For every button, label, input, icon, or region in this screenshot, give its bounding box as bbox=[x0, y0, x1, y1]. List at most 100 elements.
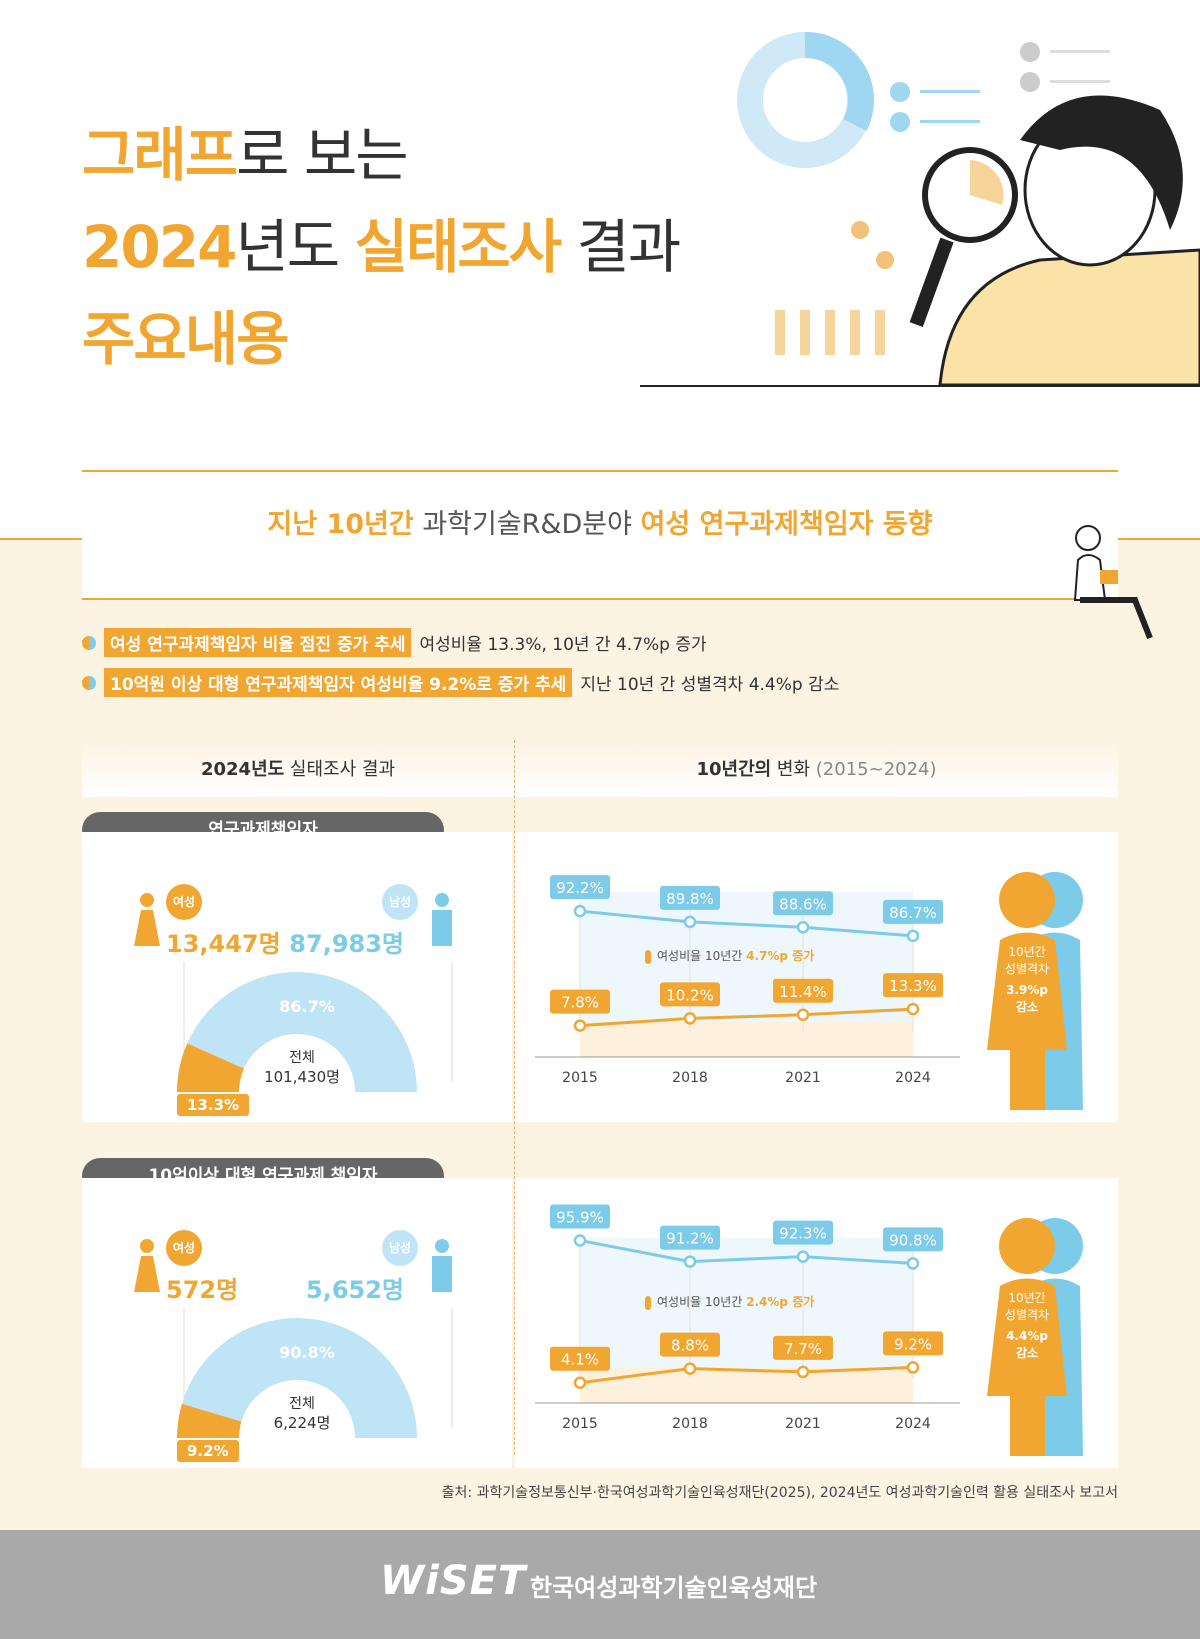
bullet-dot-icon bbox=[82, 635, 96, 650]
bullet-text: 지난 10년 간 성별격차 4.4%p 감소 bbox=[580, 675, 840, 695]
female-data-label-bg bbox=[883, 973, 943, 998]
female-person-icon bbox=[134, 893, 160, 946]
female-area bbox=[580, 1368, 913, 1403]
female-point bbox=[796, 1008, 810, 1022]
gender-gap-figure-icon bbox=[987, 872, 1083, 1110]
section-heading-box: 지난 10년간 과학기술R&D분야 여성 연구과제책임자 동향 bbox=[82, 470, 1118, 600]
male-point bbox=[573, 904, 587, 918]
male-badge: 남성 bbox=[382, 1230, 418, 1266]
male-data-label-bg bbox=[550, 875, 610, 900]
female-data-label: 10.2% bbox=[666, 986, 714, 1004]
trend-panel: 2015 2018 2021 2024 92.2% 89.8% 88.6% 86.7% 7.8%… bbox=[515, 832, 1118, 1122]
woman-laptop-icon bbox=[1073, 525, 1153, 640]
female-badge: 여성 bbox=[166, 884, 202, 920]
male-data-label: 90.8% bbox=[889, 1231, 937, 1249]
male-point bbox=[906, 929, 920, 943]
title-line-2: 2024년도 실태조사 결과 bbox=[82, 200, 681, 284]
male-point bbox=[683, 915, 697, 929]
section-heading: 지난 10년간 과학기술R&D분야 여성 연구과제책임자 동향 bbox=[82, 502, 1118, 541]
bar-decoration-icon bbox=[775, 310, 885, 355]
title-year: 2024 bbox=[82, 213, 237, 281]
total-label: 전체 bbox=[289, 1050, 315, 1066]
col-text: 실태조사 결과 bbox=[284, 759, 396, 780]
gender-ratio-panel: 여성 남성 13,447명 87,983명 86.7% 전체 101,430명 13.3% bbox=[82, 832, 512, 1122]
title-highlight: 실태조사 bbox=[354, 213, 562, 281]
female-person-icon bbox=[645, 1295, 651, 1310]
male-data-label-bg bbox=[550, 1204, 610, 1229]
x-tick-label: 2018 bbox=[672, 1070, 708, 1086]
wiset-logo: WiSET bbox=[380, 1558, 527, 1604]
gap-line4: 감소 bbox=[1015, 1346, 1039, 1360]
male-data-label: 89.8% bbox=[666, 890, 714, 908]
col-bold: 2024년도 bbox=[200, 759, 285, 780]
x-tick-label: 2021 bbox=[785, 1070, 821, 1086]
female-data-label-bg bbox=[660, 982, 720, 1007]
male-count: 87,983명 bbox=[289, 930, 404, 958]
half-donut-chart: 90.8% 전체 6,224명 bbox=[177, 1308, 453, 1438]
x-tick-label: 2018 bbox=[672, 1416, 708, 1432]
female-data-label: 13.3% bbox=[889, 977, 937, 995]
male-line bbox=[579, 909, 914, 938]
female-data-label-bg bbox=[550, 989, 610, 1014]
female-point bbox=[573, 1376, 587, 1389]
female-person-icon bbox=[134, 1239, 160, 1292]
gap-line1: 10년간 bbox=[1008, 1291, 1046, 1305]
female-area bbox=[580, 1022, 913, 1057]
donut-male-slice bbox=[181, 1318, 417, 1438]
bullet-text: 여성비율 13.3%, 10년 간 4.7%p 증가 bbox=[419, 635, 707, 655]
total-value: 101,430명 bbox=[264, 1068, 340, 1086]
half-donut-chart: 86.7% 전체 101,430명 bbox=[177, 962, 453, 1092]
heading-text: 과학기술R&D분야 bbox=[413, 509, 641, 540]
male-point bbox=[906, 1257, 920, 1270]
col-range: (2015~2024) bbox=[815, 759, 937, 780]
male-data-label-bg bbox=[773, 891, 833, 916]
female-point bbox=[683, 1012, 697, 1025]
female-count: 572명 bbox=[166, 1276, 239, 1304]
summary-bullet: 10억원 이상 대형 연구과제책임자 여성비율 9.2%로 증가 추세 지난 10… bbox=[82, 668, 839, 697]
male-data-label: 95.9% bbox=[556, 1208, 604, 1226]
male-point bbox=[683, 1255, 697, 1268]
column-header-right: 10년간의 변화 (2015~2024) bbox=[515, 742, 1118, 797]
note-text: 여성비율 10년간 bbox=[657, 1295, 747, 1309]
male-data-label: 92.2% bbox=[556, 879, 604, 897]
bullet-highlight: 10억원 이상 대형 연구과제책임자 여성비율 9.2%로 증가 추세 bbox=[104, 668, 573, 697]
female-line bbox=[579, 1007, 914, 1028]
male-person-icon bbox=[432, 1239, 452, 1292]
checklist-icon bbox=[851, 42, 1110, 269]
woman-magnifier-icon bbox=[909, 95, 1200, 387]
x-tick-label: 2021 bbox=[785, 1416, 821, 1432]
male-data-label-bg bbox=[883, 899, 943, 924]
female-badge: 여성 bbox=[166, 1230, 202, 1266]
gender-gap-text: 10년간 성별격차 3.9%p 감소 bbox=[987, 944, 1067, 1016]
total-value: 6,224명 bbox=[274, 1414, 331, 1432]
female-pct-label: 9.2% bbox=[177, 1440, 239, 1462]
divider bbox=[0, 538, 82, 540]
female-data-label: 4.1% bbox=[561, 1351, 599, 1369]
male-line bbox=[579, 1238, 914, 1265]
female-data-label: 7.8% bbox=[561, 994, 599, 1012]
male-pct-label: 86.7% bbox=[279, 997, 335, 1016]
trend-panel: 2015 2018 2021 2024 95.9% 91.2% 92.3% 90.8% 4.1%… bbox=[515, 1178, 1118, 1468]
male-point bbox=[796, 921, 810, 934]
donut-decoration-icon bbox=[737, 31, 874, 168]
column-divider bbox=[514, 740, 515, 1455]
gap-value: 3.9%p bbox=[1006, 983, 1048, 997]
female-data-label: 9.2% bbox=[894, 1335, 932, 1353]
note-text: 여성비율 10년간 bbox=[657, 949, 747, 963]
female-point bbox=[906, 1361, 920, 1374]
title-text: 결과 bbox=[560, 213, 681, 281]
male-data-label-bg bbox=[660, 885, 720, 910]
bullet-dot-icon bbox=[82, 675, 96, 690]
gap-line2: 성별격차 bbox=[1004, 962, 1050, 976]
divider bbox=[1118, 538, 1200, 540]
gap-line4: 감소 bbox=[1015, 1000, 1039, 1014]
female-data-label-bg bbox=[773, 978, 833, 1003]
female-data-label: 7.7% bbox=[784, 1340, 822, 1358]
male-data-label: 92.3% bbox=[779, 1225, 827, 1243]
source-note: 출처: 과학기술정보통신부·한국여성과학기술인육성재단(2025), 2024년… bbox=[441, 1485, 1118, 1501]
gap-value: 4.4%p bbox=[1006, 1329, 1048, 1343]
male-data-label-bg bbox=[883, 1227, 943, 1252]
gap-line2: 성별격차 bbox=[1004, 1308, 1050, 1322]
heading-highlight: 지난 10년간 bbox=[267, 509, 414, 540]
female-data-label-bg bbox=[550, 1346, 610, 1371]
